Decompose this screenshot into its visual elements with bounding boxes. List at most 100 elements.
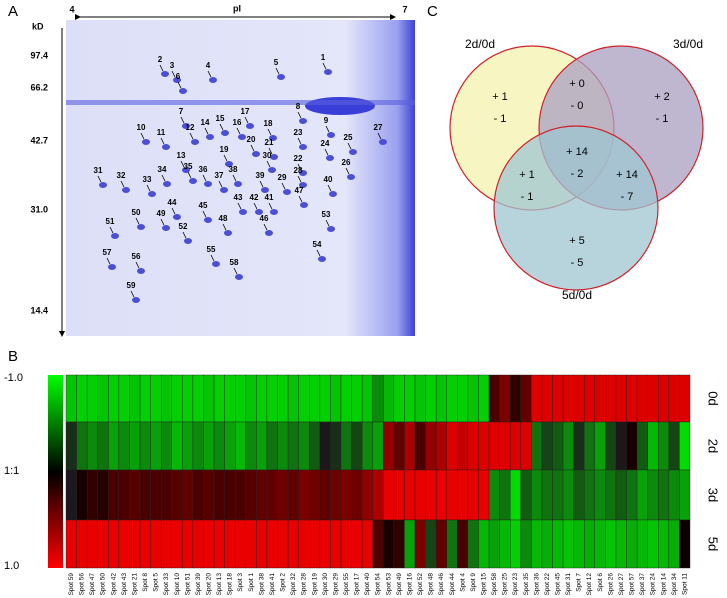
spot-label: 14 bbox=[201, 118, 210, 127]
spot-label: 49 bbox=[157, 209, 166, 218]
heatmap-cell bbox=[224, 421, 236, 471]
heatmap-cell bbox=[351, 421, 363, 471]
heatmap-cell bbox=[605, 469, 617, 521]
heatmap-cell bbox=[393, 519, 405, 569]
heatmap-cell bbox=[309, 421, 321, 471]
spot-label: 32 bbox=[117, 171, 126, 180]
heatmap-cell bbox=[647, 469, 659, 521]
heatmap-cell bbox=[86, 374, 98, 423]
column-label: Spot 11 bbox=[681, 573, 688, 595]
panel-label: B bbox=[8, 348, 18, 365]
heatmap-cell bbox=[435, 374, 447, 423]
heatmap-cell bbox=[658, 519, 670, 569]
heatmap-cell bbox=[139, 519, 151, 569]
spot-label: 37 bbox=[215, 171, 224, 180]
heatmap-cell bbox=[435, 421, 447, 471]
heatmap-cell bbox=[573, 374, 585, 423]
spot-arrow bbox=[345, 167, 350, 175]
heatmap-cell bbox=[224, 374, 236, 423]
gel-spot bbox=[137, 268, 145, 274]
gel-spot bbox=[148, 191, 156, 197]
spot-label: 42 bbox=[250, 193, 259, 202]
heatmap-cell bbox=[108, 421, 120, 471]
column-label: Spot 29 bbox=[332, 573, 339, 596]
column-label: Spot 56 bbox=[79, 573, 86, 596]
heatmap-cell bbox=[383, 519, 395, 569]
gel-spot bbox=[191, 139, 199, 145]
gel-spot bbox=[111, 233, 119, 239]
heatmap-cell bbox=[679, 519, 691, 569]
spot-arrow bbox=[266, 160, 271, 168]
gel-spot bbox=[182, 167, 190, 173]
gel-spot bbox=[283, 189, 291, 195]
heatmap-cell bbox=[150, 374, 162, 423]
spot-label: 43 bbox=[234, 193, 243, 202]
mw-label: 66.2 bbox=[30, 82, 48, 92]
region-up: + 1 bbox=[492, 91, 508, 103]
heatmap-cell bbox=[76, 469, 88, 521]
gel-spot bbox=[255, 209, 263, 215]
row-label: 0d bbox=[706, 391, 721, 405]
spot-label: 55 bbox=[207, 245, 216, 254]
gel-spot bbox=[184, 238, 192, 244]
heatmap-cell bbox=[552, 421, 564, 471]
spot-arrow bbox=[327, 184, 332, 192]
heatmap-cell bbox=[478, 374, 490, 423]
gel-spot bbox=[162, 225, 170, 231]
column-label: Spot 46 bbox=[438, 573, 445, 596]
heatmap-cell bbox=[76, 519, 88, 569]
heatmap-cell bbox=[414, 421, 426, 471]
spot-label: 20 bbox=[247, 135, 256, 144]
gel-spot bbox=[327, 226, 335, 232]
column-label: Spot 24 bbox=[650, 573, 657, 596]
heatmap-cell bbox=[213, 374, 225, 423]
column-label: Spot 13 bbox=[216, 573, 223, 596]
spot-label: 30 bbox=[263, 151, 272, 160]
spot-arrow bbox=[324, 148, 329, 156]
spot-arrow bbox=[218, 180, 223, 188]
gel-spot bbox=[326, 155, 334, 161]
spot-arrow bbox=[97, 175, 102, 183]
heatmap-cell bbox=[404, 421, 416, 471]
panel-label: C bbox=[427, 3, 438, 20]
heatmap-cell bbox=[383, 421, 395, 471]
heatmap-cell bbox=[425, 421, 437, 471]
heatmap-cell bbox=[97, 469, 109, 521]
heatmap-cell bbox=[171, 519, 183, 569]
heatmap-cell bbox=[319, 374, 331, 423]
heatmap-cell bbox=[245, 421, 257, 471]
heatmap-cell bbox=[361, 469, 373, 521]
spot-arrow bbox=[250, 144, 255, 152]
spot-label: 1 bbox=[321, 53, 326, 62]
spot-label: 11 bbox=[157, 128, 166, 137]
gel-spot bbox=[99, 182, 107, 188]
column-label: Spot 53 bbox=[385, 573, 392, 596]
column-label: Spot 27 bbox=[618, 573, 625, 596]
spot-label: 6 bbox=[176, 72, 181, 81]
column-label: Spot 59 bbox=[68, 573, 75, 596]
spot-arrow bbox=[204, 127, 209, 135]
spot-arrow bbox=[120, 180, 125, 188]
region-up: + 14 bbox=[616, 169, 638, 181]
heatmap-cell bbox=[256, 519, 268, 569]
spot-arrow bbox=[219, 123, 224, 131]
spot-arrow bbox=[297, 111, 302, 119]
spot-arrow bbox=[180, 160, 185, 168]
heatmap-cell bbox=[425, 374, 437, 423]
x-axis-label: pI bbox=[233, 3, 241, 13]
heatmap-cell bbox=[520, 374, 532, 423]
heatmap-cell bbox=[203, 519, 215, 569]
column-label: Spot 38 bbox=[258, 573, 265, 596]
column-label: Spot 41 bbox=[269, 573, 276, 596]
column-label: Spot 57 bbox=[629, 573, 636, 596]
heatmap-cell bbox=[457, 374, 469, 423]
heatmap-cell bbox=[256, 469, 268, 521]
heatmap-cell bbox=[531, 421, 543, 471]
heatmap-cell bbox=[531, 374, 543, 423]
spot-label: 9 bbox=[324, 116, 329, 125]
heatmap-cell bbox=[192, 421, 204, 471]
row-label: 5d bbox=[706, 537, 721, 551]
column-label: Spot 45 bbox=[555, 573, 562, 596]
heatmap-cell bbox=[118, 421, 130, 471]
heatmap-cell bbox=[626, 469, 638, 521]
